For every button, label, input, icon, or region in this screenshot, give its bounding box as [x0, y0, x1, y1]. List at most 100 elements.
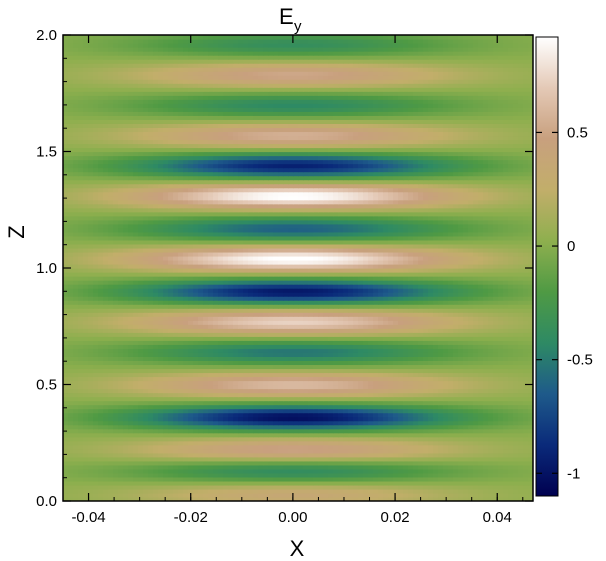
heatmap-cell: [188, 344, 194, 349]
heatmap-cell: [383, 432, 389, 438]
heatmap-cell: [398, 300, 404, 305]
heatmap-cell: [123, 396, 129, 402]
heatmap-cell: [518, 324, 524, 329]
heatmap-cell: [63, 436, 69, 442]
heatmap-cell: [148, 344, 154, 349]
heatmap-cell: [513, 356, 519, 361]
heatmap-cell: [213, 300, 219, 305]
heatmap-cell: [278, 476, 284, 482]
heatmap-cell: [83, 292, 89, 297]
heatmap-cell: [243, 468, 249, 474]
heatmap-cell: [468, 296, 474, 301]
heatmap-cell: [428, 320, 434, 325]
heatmap-cell: [188, 316, 194, 321]
heatmap-cell: [463, 332, 469, 337]
heatmap-cell: [473, 452, 479, 458]
heatmap-cell: [488, 344, 494, 349]
heatmap-cell: [348, 456, 354, 462]
heatmap-cell: [463, 412, 469, 418]
heatmap-cell: [173, 476, 179, 482]
heatmap-cell: [443, 460, 449, 466]
heatmap-cell: [233, 400, 239, 406]
heatmap-cell: [328, 396, 334, 402]
heatmap-cell: [368, 404, 374, 410]
heatmap-cell: [88, 496, 94, 501]
heatmap-cell: [433, 492, 439, 498]
heatmap-cell: [158, 424, 164, 430]
heatmap-cell: [468, 492, 474, 498]
heatmap-cell: [483, 472, 489, 478]
heatmap-cell: [523, 404, 529, 410]
heatmap-cell: [378, 460, 384, 466]
heatmap-cell: [88, 408, 94, 414]
heatmap-cell: [198, 300, 204, 305]
heatmap-cell: [123, 344, 129, 349]
heatmap-cell: [183, 300, 189, 305]
heatmap-cell: [523, 468, 529, 474]
heatmap-cell: [138, 408, 144, 414]
heatmap-cell: [238, 416, 244, 422]
heatmap-cell: [118, 460, 124, 466]
heatmap-cell: [463, 308, 469, 313]
heatmap-cell: [283, 476, 289, 482]
heatmap-cell: [518, 456, 524, 462]
heatmap-cell: [83, 448, 89, 454]
heatmap-cell: [63, 296, 69, 301]
heatmap-cell: [308, 416, 314, 422]
heatmap-cell: [173, 360, 179, 366]
heatmap-cell: [153, 308, 159, 313]
heatmap-cell: [353, 400, 359, 406]
heatmap-cell: [313, 404, 319, 410]
heatmap-cell: [413, 376, 419, 382]
heatmap-cell: [363, 324, 369, 329]
heatmap-cell: [353, 328, 359, 333]
heatmap-cell: [313, 436, 319, 442]
heatmap-cell: [453, 404, 459, 410]
heatmap-cell: [148, 424, 154, 430]
heatmap-cell: [218, 388, 224, 394]
heatmap-cell: [68, 464, 74, 470]
heatmap-cell: [223, 484, 229, 490]
heatmap-cell: [323, 352, 329, 357]
heatmap-cell: [508, 396, 514, 402]
heatmap-cell: [298, 456, 304, 462]
heatmap-cell: [128, 400, 134, 406]
heatmap-cell: [318, 324, 324, 329]
heatmap-cell: [383, 312, 389, 317]
heatmap-cell: [363, 488, 369, 494]
heatmap-cell: [493, 484, 499, 490]
heatmap-cell: [503, 380, 509, 386]
heatmap-cell: [423, 428, 429, 434]
heatmap-cell: [163, 288, 169, 293]
heatmap-cell: [288, 312, 294, 317]
heatmap-cell: [148, 340, 154, 345]
heatmap-cell: [453, 468, 459, 474]
heatmap-cell: [273, 452, 279, 458]
heatmap-cell: [488, 440, 494, 446]
heatmap-cell: [128, 480, 134, 486]
heatmap-cell: [318, 424, 324, 430]
heatmap-cell: [113, 492, 119, 498]
heatmap-cell: [368, 480, 374, 486]
heatmap-cell: [373, 340, 379, 345]
heatmap-cell: [383, 332, 389, 337]
heatmap-cell: [178, 408, 184, 414]
heatmap-cell: [523, 340, 529, 345]
heatmap-cell: [118, 440, 124, 446]
heatmap-cell: [123, 320, 129, 325]
heatmap-cell: [118, 320, 124, 325]
heatmap-cell: [383, 348, 389, 353]
heatmap-cell: [298, 388, 304, 394]
heatmap-cell: [293, 464, 299, 470]
heatmap-cell: [478, 476, 484, 482]
heatmap-cell: [388, 392, 394, 398]
heatmap-cell: [338, 476, 344, 482]
heatmap-cell: [323, 456, 329, 462]
heatmap-cell: [368, 408, 374, 414]
heatmap-cell: [113, 308, 119, 313]
heatmap-cell: [138, 480, 144, 486]
heatmap-cell: [218, 336, 224, 341]
heatmap-cell: [308, 332, 314, 337]
heatmap-cell: [168, 380, 174, 386]
heatmap-cell: [213, 376, 219, 382]
